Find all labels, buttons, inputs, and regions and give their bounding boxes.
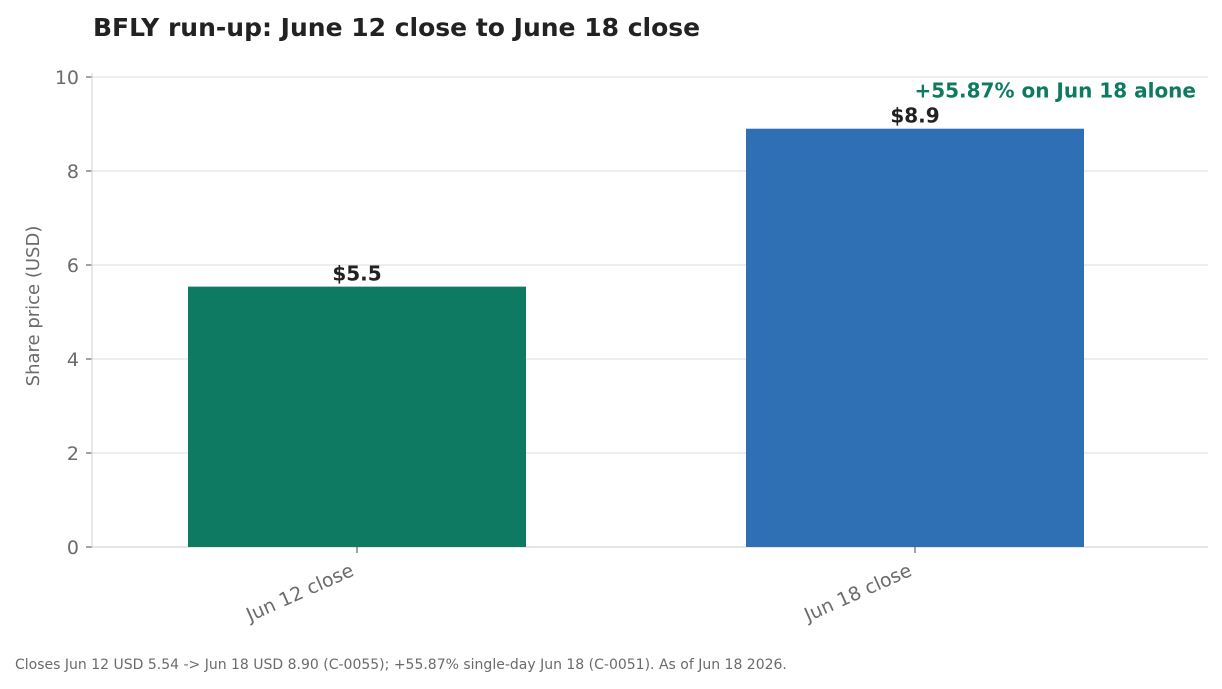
chart-title: BFLY run-up: June 12 close to June 18 cl…	[93, 13, 700, 42]
y-tick-label-1: 2	[67, 443, 79, 465]
bar-1	[746, 128, 1084, 547]
value-label-0: $5.5	[332, 262, 381, 286]
x-tick-label-1: Jun 18 close	[800, 559, 915, 626]
bars	[188, 128, 1084, 547]
y-tick-label-4: 8	[67, 161, 79, 183]
labels: $5.5 $8.9	[332, 104, 939, 286]
bar-0	[188, 286, 526, 547]
y-tick-label-0: 0	[67, 537, 79, 559]
y-tick-label-2: 4	[67, 349, 79, 371]
y-tick-label-3: 6	[67, 255, 79, 277]
y-axis-title: Share price (USD)	[23, 226, 44, 387]
value-label-1: $8.9	[890, 104, 939, 128]
footnote: Closes Jun 12 USD 5.54 -> Jun 18 USD 8.9…	[15, 657, 787, 673]
y-tick-label-5: 10	[55, 67, 79, 89]
change-annotation: +55.87% on Jun 18 alone	[914, 79, 1196, 103]
x-tick-label-0: Jun 12 close	[242, 559, 357, 626]
